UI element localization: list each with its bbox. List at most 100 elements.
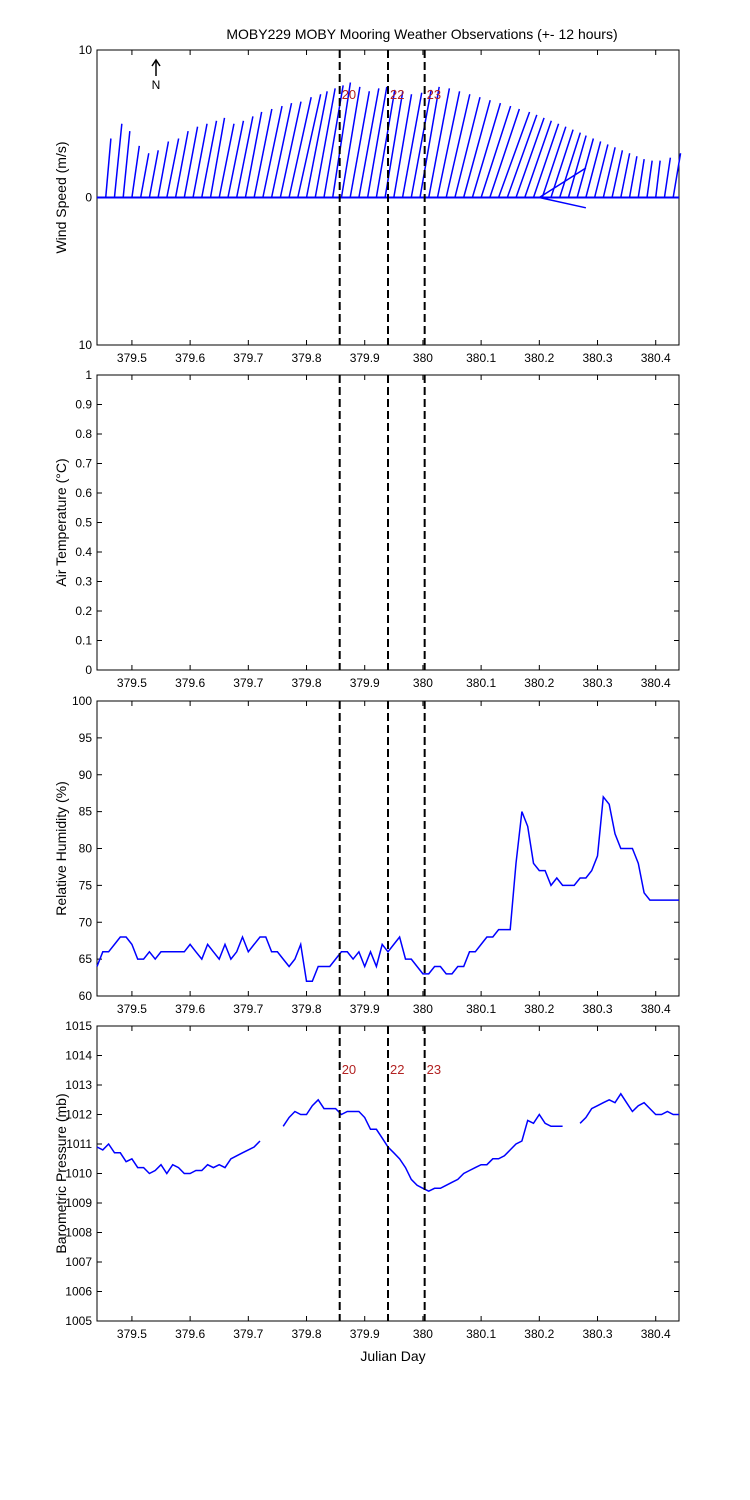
x-tick-label: 380.4	[641, 351, 671, 365]
y-tick-label: 1014	[65, 1049, 92, 1063]
x-tick-label: 379.8	[292, 1002, 322, 1016]
y-tick-label: 75	[79, 878, 93, 892]
x-tick-label: 379.5	[117, 351, 147, 365]
series-line	[579, 1092, 679, 1124]
y-tick-label: 95	[79, 731, 93, 745]
panel-1: 10 0 10 379.5 379.6 379.7 379.8 379.9 380 380.1 38…	[53, 43, 682, 365]
y-tick-label: 1006	[65, 1285, 92, 1299]
series-line	[96, 794, 679, 983]
x-tick-label: 379.8	[292, 676, 322, 690]
y-axis-label: Air Temperature (°C)	[53, 458, 69, 586]
y-tick-label: 1012	[65, 1108, 92, 1122]
y-tick-label: 0.3	[75, 575, 92, 589]
y-axis-label: Wind Speed (m/s)	[53, 141, 69, 253]
wind-vector	[585, 141, 602, 198]
x-tick-label: 379.7	[233, 676, 263, 690]
wind-vector	[366, 86, 388, 198]
wind-vector	[567, 135, 587, 198]
event-marker-label: 22	[390, 87, 404, 102]
wind-vector	[471, 102, 502, 198]
wind-vector	[538, 167, 587, 199]
wind-vector	[497, 111, 531, 198]
x-tick-label: 380.2	[524, 676, 554, 690]
x-tick-label: 379.8	[292, 1327, 322, 1341]
x-tick-label: 379.9	[350, 351, 380, 365]
event-marker-label: 20	[342, 1062, 356, 1077]
wind-vector	[113, 123, 123, 198]
x-tick-label: 379.9	[350, 676, 380, 690]
y-tick-label: 1015	[65, 1019, 92, 1033]
wind-vector	[506, 114, 538, 198]
x-tick-label: 380.2	[524, 1002, 554, 1016]
wind-vector	[104, 138, 112, 198]
wind-vector	[550, 129, 574, 198]
x-tick-label: 379.9	[350, 1327, 380, 1341]
event-marker-label: 23	[427, 87, 441, 102]
y-tick-label: 80	[79, 842, 93, 856]
wind-vector	[375, 89, 396, 198]
north-label: N	[152, 78, 161, 92]
y-tick-label: 1005	[65, 1314, 92, 1328]
series-line	[282, 1098, 563, 1193]
wind-vector	[489, 108, 521, 198]
x-tick-label: 380.1	[466, 351, 496, 365]
x-axis-label: Julian Day	[360, 1348, 425, 1364]
x-tick-label: 379.5	[117, 1327, 147, 1341]
wind-vector	[279, 101, 302, 198]
wind-vector	[288, 97, 312, 198]
wind-vector	[253, 108, 273, 198]
y-tick-label: 90	[79, 768, 93, 782]
panels: 100 10 379.5 379.6 379.7 379.8 379.9 380 380.1 38…	[53, 43, 682, 1341]
x-tick-label: 379.7	[233, 1002, 263, 1016]
wind-vector	[532, 123, 560, 198]
wind-vector	[410, 89, 432, 198]
wind-vector	[183, 126, 199, 198]
y-tick-label: 0.5	[75, 516, 92, 530]
north-arrowhead-icon	[151, 58, 161, 67]
wind-vector	[419, 86, 440, 198]
y-tick-label: 1011	[66, 1137, 92, 1151]
wind-vector	[602, 147, 616, 198]
wind-vector	[270, 102, 293, 198]
x-tick-label: 380.1	[466, 1002, 496, 1016]
x-tick-label: 379.7	[233, 1327, 263, 1341]
x-tick-label: 379.8	[292, 351, 322, 365]
wind-vector	[445, 94, 471, 198]
y-tick-label: 0.1	[75, 634, 92, 648]
wind-vector	[454, 97, 481, 198]
x-tick-label: 379.6	[175, 1327, 205, 1341]
wind-vector	[131, 145, 141, 198]
x-tick-label: 380.3	[583, 351, 613, 365]
y-tick-label: 0.7	[75, 457, 92, 471]
wind-vector	[628, 156, 638, 198]
x-tick-label: 380.2	[524, 1327, 554, 1341]
wind-vector	[524, 120, 553, 198]
wind-vector	[436, 91, 461, 198]
y-tick-label: 60	[79, 989, 93, 1003]
y-tick-label: 0.9	[75, 398, 92, 412]
wind-vector	[192, 123, 208, 198]
y-tick-label: 0.2	[75, 604, 92, 618]
y-tick-label: 0	[85, 191, 92, 205]
wind-vector	[558, 132, 582, 198]
x-tick-label: 379.9	[350, 1002, 380, 1016]
y-tick-label: 65	[79, 952, 93, 966]
wind-vector	[244, 111, 263, 198]
y-tick-label: 0.8	[75, 427, 92, 441]
panel-2: 1 0.9 0.8 0.7 0.6 0.5 0.4 0.3 0.2 0.1 0 379.5 379.6 3…	[53, 368, 680, 690]
x-tick-label: 379.6	[175, 1002, 205, 1016]
wind-vector	[646, 160, 653, 198]
y-tick-label: 1010	[65, 1167, 92, 1181]
x-tick-label: 380.1	[466, 1327, 496, 1341]
y-tick-label: 100	[72, 694, 92, 708]
y-tick-label: 10	[79, 338, 93, 352]
wind-vector	[262, 105, 283, 198]
event-marker-label: 20	[342, 87, 356, 102]
x-tick-label: 379.7	[233, 351, 263, 365]
chart-title: MOBY229 MOBY Mooring Weather Observation…	[226, 26, 617, 42]
event-marker-label: 23	[427, 1062, 441, 1077]
x-tick-label: 380	[413, 676, 433, 690]
y-tick-label: 1007	[65, 1255, 92, 1269]
x-tick-label: 380.3	[583, 1002, 613, 1016]
x-tick-label: 380.3	[583, 1327, 613, 1341]
